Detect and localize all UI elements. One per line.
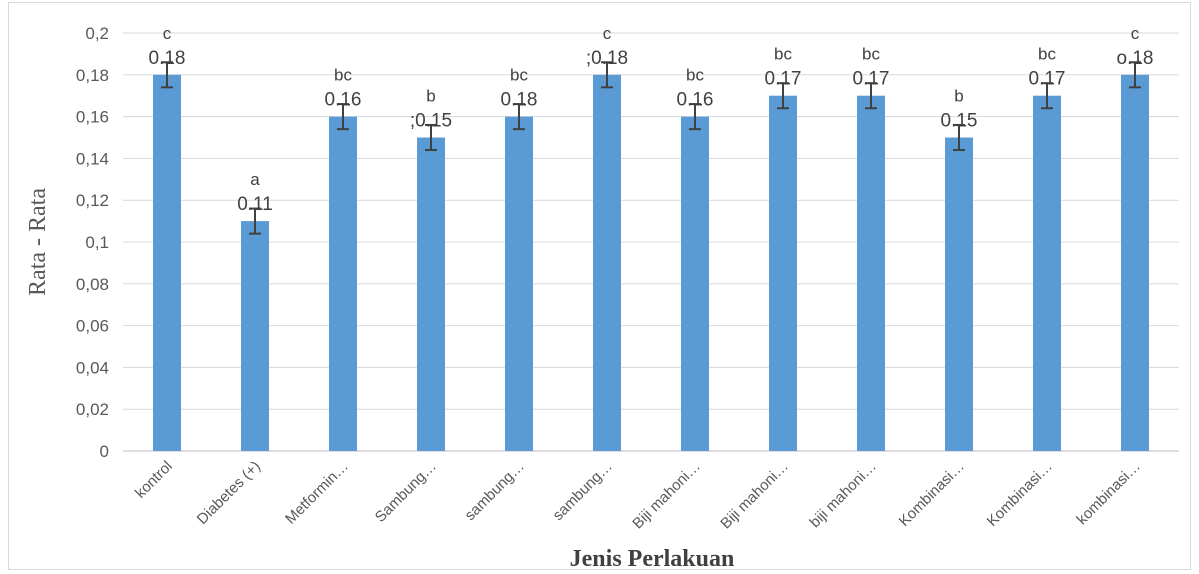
bar	[593, 74, 621, 452]
y-tick-label: 0,12	[76, 191, 109, 210]
x-tick-label: Sambung…	[372, 458, 440, 526]
y-tick-label: 0,16	[76, 108, 109, 127]
error-bars	[161, 61, 1141, 235]
bar	[945, 137, 973, 451]
data-label: ;0.15	[410, 111, 452, 132]
bar	[1033, 95, 1061, 451]
y-tick-label: 0,14	[76, 149, 109, 168]
x-tick-label: kontrol	[132, 458, 176, 502]
y-tick-label: 0,08	[76, 275, 109, 294]
bar	[241, 221, 269, 451]
significance-letter: c	[163, 24, 172, 43]
y-axis-ticks: 0 0,02 0,04 0,06 0,08 0,1 0,12 0,14 0,16 0,18 0,2	[76, 24, 109, 461]
data-label: o.18	[1117, 48, 1154, 69]
data-label: 0.17	[765, 69, 802, 90]
x-tick-label: sambung…	[462, 458, 528, 524]
significance-letter: bc	[774, 45, 792, 64]
x-axis-ticks: kontrol Diabetes (+) Metformin… Sambung… sam…	[132, 458, 1144, 533]
data-label: 0.15	[941, 111, 978, 132]
y-axis-label: Rata - Rata	[25, 188, 51, 296]
bar	[153, 74, 181, 452]
x-axis-label: Jenis Perlakuan	[570, 546, 735, 571]
y-tick-label: 0,06	[76, 317, 109, 336]
y-tick-label: 0,2	[85, 24, 109, 43]
significance-letter: b	[426, 87, 435, 106]
gridlines	[123, 32, 1179, 452]
significance-letter: c	[1131, 24, 1140, 43]
significance-letter: bc	[334, 66, 352, 85]
significance-letter: c	[603, 24, 612, 43]
bar	[417, 137, 445, 451]
bars	[153, 74, 1149, 452]
x-tick-label: biji mahoni…	[806, 458, 879, 531]
y-tick-label: 0,18	[76, 66, 109, 85]
y-tick-label: 0	[100, 442, 109, 461]
data-label: 0.17	[853, 69, 890, 90]
data-label: 0.18	[149, 48, 186, 69]
bar	[1121, 74, 1149, 452]
bar	[505, 116, 533, 451]
x-tick-label: Kombinasi…	[896, 458, 968, 530]
significance-letter: a	[250, 170, 260, 189]
data-label: 0.16	[325, 90, 362, 111]
significance-letter: bc	[1038, 45, 1056, 64]
data-label: 0.16	[677, 90, 714, 111]
x-tick-label: Biji mahoni…	[717, 458, 792, 533]
data-label: ;0.18	[586, 48, 628, 69]
data-label: 0.18	[501, 90, 538, 111]
data-label: 0.17	[1029, 69, 1066, 90]
x-tick-label: kombinasi…	[1073, 458, 1143, 528]
bar	[769, 95, 797, 451]
significance-letter: b	[954, 87, 963, 106]
bar	[329, 116, 357, 451]
significance-letter: bc	[862, 45, 880, 64]
y-tick-label: 0,04	[76, 358, 109, 377]
x-tick-label: Metformin…	[282, 458, 352, 528]
significance-letter: bc	[686, 66, 704, 85]
x-tick-label: Diabetes (+)	[194, 458, 264, 528]
significance-letter: bc	[510, 66, 528, 85]
bar	[681, 116, 709, 451]
bar	[857, 95, 885, 451]
x-tick-label: sambung…	[550, 458, 616, 524]
y-tick-label: 0,1	[85, 233, 109, 252]
bar-chart: 00,020,040,060,080,10,120,140,160,180,2 …	[25, 24, 1179, 571]
x-tick-label: Kombinasi…	[984, 458, 1056, 530]
y-tick-label: 0,02	[76, 400, 109, 419]
chart-frame: 0 0,02 0,04 0,06 0,08 0,1 0,12 0,14 0,16 0,18 0,2 …	[8, 2, 1191, 571]
x-tick-label: Biji mahoni…	[629, 458, 704, 533]
data-label: 0.11	[237, 194, 273, 215]
